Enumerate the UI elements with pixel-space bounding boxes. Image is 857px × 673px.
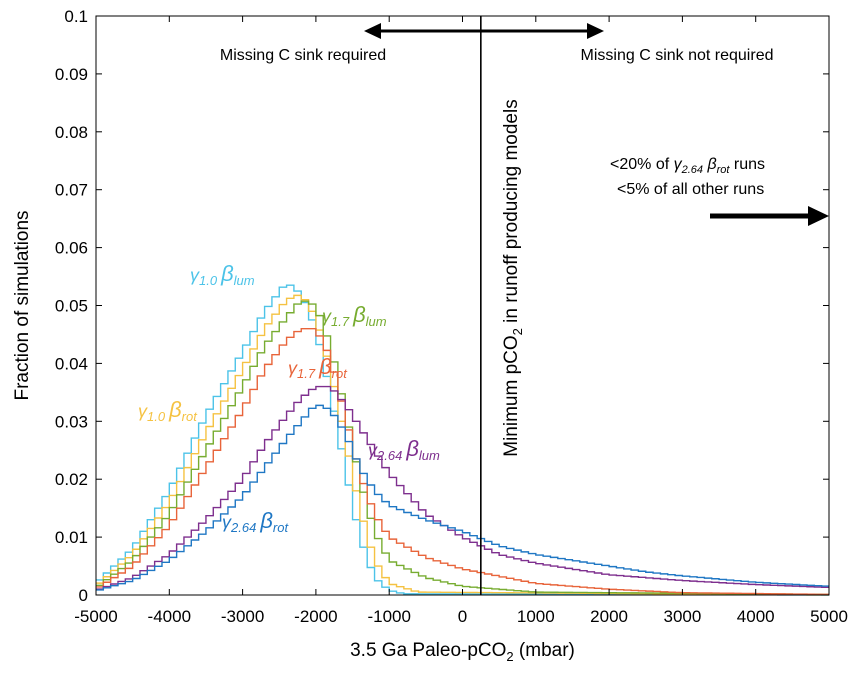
y-tick-label: 0.04	[55, 354, 88, 373]
series-layer	[96, 284, 829, 596]
series-line-3	[96, 327, 829, 596]
series-label-gamma-sub: 1.0	[147, 409, 166, 424]
series-label-gamma: γ	[368, 440, 378, 460]
series-label-gamma: γ	[138, 401, 148, 421]
x-tick-label: -3000	[221, 607, 264, 626]
y-tick-label: 0.02	[55, 470, 88, 489]
annotation-sink-not-required: Missing C sink not required	[581, 47, 774, 64]
x-tick-label: -4000	[148, 607, 191, 626]
y-tick-label: 0.08	[55, 123, 88, 142]
x-tick-label: 0	[458, 607, 467, 626]
x-axis-label-sub: 2	[506, 649, 513, 664]
x-axis-label: 3.5 Ga Paleo-pCO2 (mbar)	[350, 640, 575, 664]
series-label-beta-sub: rot	[332, 366, 349, 381]
series-label-3: γ1.7 βrot	[288, 354, 348, 381]
series-label-4: γ2.64 βlum	[368, 436, 440, 463]
y-tick-label: 0.05	[55, 297, 88, 316]
series-label-gamma-sub: 2.64	[230, 520, 256, 535]
y-tick-label: 0.03	[55, 412, 88, 431]
note1-beta: β	[703, 156, 717, 173]
vline-label-main: Minimum pCO	[501, 335, 522, 456]
annotations: Missing C sink required Missing C sink n…	[220, 23, 829, 226]
y-tick-label: 0.1	[64, 7, 88, 26]
series-label-beta-sub: rot	[182, 409, 199, 424]
note1-gamma: γ	[674, 156, 683, 173]
series-label-gamma-sub: 1.7	[331, 314, 350, 329]
series-label-beta: β	[405, 436, 419, 461]
series-label-5: γ2.64 βrot	[222, 508, 289, 535]
y-tick-label: 0	[79, 586, 88, 605]
series-label-beta: β	[352, 302, 366, 327]
minimum-pco2-label: Minimum pCO2 in runoff producing models	[501, 99, 525, 457]
plot-frame	[95, 15, 830, 596]
series-label-beta: β	[259, 508, 273, 533]
note1-gamma-sub: 2.64	[681, 164, 703, 176]
ticks-layer: -5000 -4000 -3000 -2000 -1000 0 1000 2000 3000 40…	[55, 7, 848, 626]
series-label-gamma-sub: 1.0	[199, 273, 218, 288]
series-label-gamma-sub: 1.7	[297, 366, 316, 381]
y-tick-label: 0.06	[55, 239, 88, 258]
series-label-beta-sub: rot	[273, 520, 290, 535]
x-tick-label: 2000	[590, 607, 628, 626]
x-tick-label: 1000	[517, 607, 555, 626]
series-label-2: γ1.7 βlum	[322, 302, 387, 329]
vline-label-sub: 2	[510, 328, 525, 335]
x-tick-label: 5000	[810, 607, 848, 626]
x-axis-label-tail: (mbar)	[514, 640, 575, 661]
arrow-head-right-icon	[587, 23, 604, 39]
series-line-4	[96, 385, 829, 590]
series-label-beta-sub: lum	[234, 273, 255, 288]
x-tick-label: -2000	[294, 607, 337, 626]
series-label-gamma: γ	[190, 265, 200, 285]
note1-post: runs	[729, 156, 765, 173]
series-label-gamma-sub: 2.64	[376, 448, 402, 463]
annotation-sink-required: Missing C sink required	[220, 47, 386, 64]
y-axis-label: Fraction of simulations	[12, 210, 33, 400]
series-label-0: γ1.0 βlum	[190, 261, 255, 288]
series-label-gamma: γ	[322, 306, 332, 326]
series-label-gamma: γ	[222, 512, 232, 532]
y-tick-label: 0.07	[55, 181, 88, 200]
note1-beta-sub: rot	[717, 164, 731, 176]
arrow-head-left-icon	[364, 23, 381, 39]
annotation-note-line1: <20% of γ2.64 βrot runs	[610, 156, 765, 176]
x-tick-label: -1000	[367, 607, 410, 626]
annotation-note-line2: <5% of all other runs	[617, 181, 764, 198]
series-label-beta-sub: lum	[419, 448, 440, 463]
series-line-5	[96, 404, 829, 591]
series-label-beta-sub: lum	[366, 314, 387, 329]
x-tick-label: 4000	[737, 607, 775, 626]
series-label-beta: β	[318, 354, 332, 379]
note-arrow-head-icon	[808, 206, 829, 226]
series-label-beta: β	[168, 397, 182, 422]
y-tick-label: 0.09	[55, 65, 88, 84]
series-label-1: γ1.0 βrot	[138, 397, 198, 424]
vline-label-tail: in runoff producing models	[501, 99, 522, 328]
series-label-gamma: γ	[288, 358, 298, 378]
series-label-beta: β	[220, 261, 234, 286]
note1-pre: <20% of	[610, 156, 674, 173]
x-tick-label: -5000	[74, 607, 117, 626]
series-line-2	[96, 300, 829, 596]
y-tick-label: 0.01	[55, 528, 88, 547]
x-axis-label-main: 3.5 Ga Paleo-pCO	[350, 640, 506, 661]
x-tick-label: 3000	[663, 607, 701, 626]
